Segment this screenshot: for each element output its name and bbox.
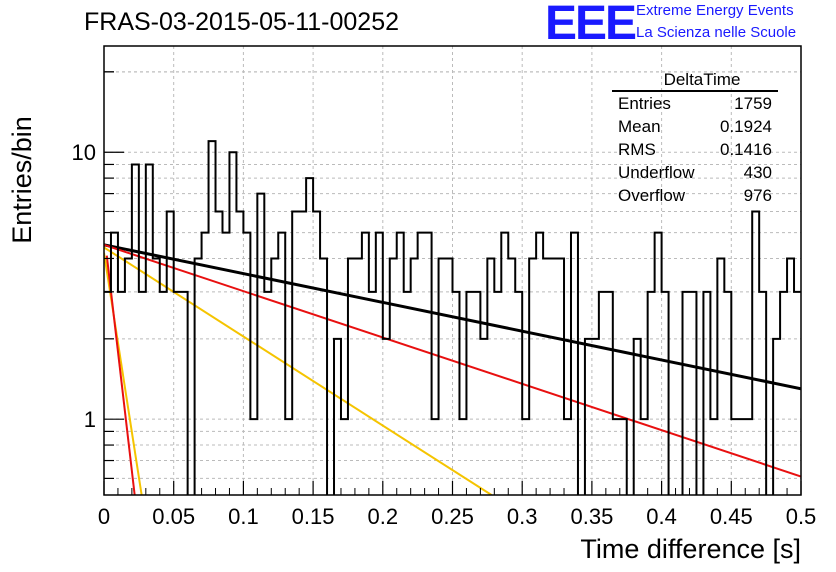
axis-ticks: 0 0.05 0.1 0.15 0.2 0.25 0.3 0.35 0.4 0.45 0.5 1 10 — [72, 71, 817, 529]
fit-curve — [105, 255, 136, 495]
logo-line-2: La Scienza nelle Scuole — [636, 24, 797, 41]
x-tick-label: 0.3 — [507, 504, 538, 529]
x-tick-label: 0.15 — [292, 504, 335, 529]
x-tick-label: 0.1 — [228, 504, 259, 529]
y-axis-label: Entries/bin — [7, 116, 37, 244]
fit-curve — [104, 246, 493, 495]
stats-row-entries: Entries 1759 — [612, 92, 778, 115]
stats-label: Overflow — [618, 186, 686, 205]
x-tick-label: 0 — [98, 504, 110, 529]
y-tick-label: 10 — [72, 140, 96, 165]
fit-curve — [104, 252, 143, 495]
stats-value: 0.1416 — [720, 140, 772, 159]
x-tick-label: 0.4 — [646, 504, 677, 529]
x-tick-label: 0.45 — [710, 504, 753, 529]
page-title: FRAS-03-2015-05-11-00252 — [84, 8, 400, 36]
stats-box: DeltaTime Entries 1759 Mean 0.1924 RMS 0… — [612, 70, 778, 207]
x-tick-label: 0.05 — [152, 504, 195, 529]
y-tick-label: 1 — [84, 407, 96, 432]
x-tick-label: 0.25 — [431, 504, 474, 529]
stats-row-underflow: Underflow 430 — [612, 161, 778, 184]
logo-line-1: Extreme Energy Events — [636, 2, 794, 19]
x-tick-label: 0.5 — [786, 504, 817, 529]
fit-curve — [104, 243, 801, 478]
stats-row-overflow: Overflow 976 — [612, 184, 778, 207]
histogram-line — [104, 140, 801, 495]
fit-curves — [104, 243, 801, 495]
stats-row-rms: RMS 0.1416 — [612, 138, 778, 161]
stats-label: Underflow — [618, 163, 695, 182]
stats-value: 0.1924 — [720, 117, 772, 136]
stats-label: RMS — [618, 140, 656, 159]
stats-title: DeltaTime — [612, 70, 778, 92]
x-tick-label: 0.2 — [368, 504, 399, 529]
stats-label: Entries — [618, 94, 671, 113]
x-tick-label: 0.35 — [570, 504, 613, 529]
stats-value: 976 — [743, 186, 772, 205]
stats-row-mean: Mean 0.1924 — [612, 115, 778, 138]
stats-value: 430 — [743, 163, 772, 182]
x-axis-label: Time difference [s] — [580, 534, 801, 564]
fit-curve — [104, 243, 801, 391]
eee-logo: EEE — [545, 0, 637, 50]
stats-label: Mean — [618, 117, 661, 136]
stats-value: 1759 — [734, 94, 772, 113]
